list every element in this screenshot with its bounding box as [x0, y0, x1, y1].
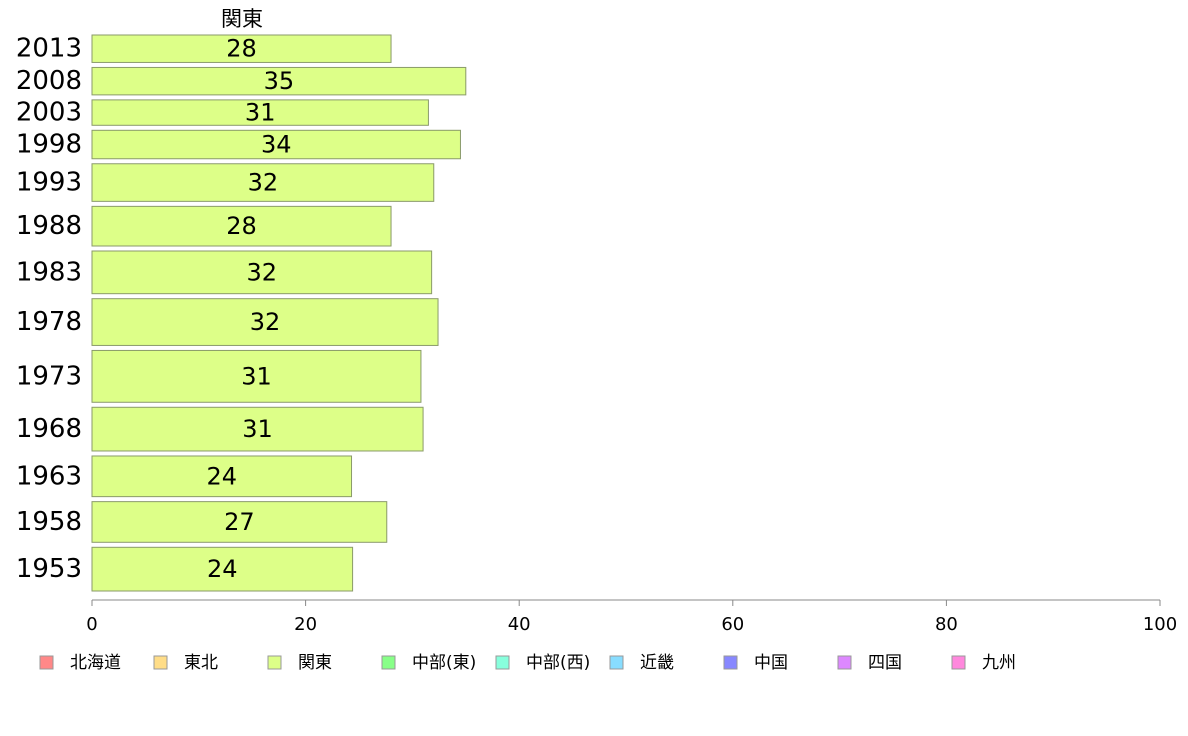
bar: [91, 163, 435, 202]
legend: 北海道 東北 関東 中部(東) 中部(西) 近畿 中国 四国 九州: [39, 653, 1016, 673]
category-label: 1958: [16, 507, 82, 537]
legend-label: 東北: [184, 653, 218, 673]
data-label: 28: [226, 212, 257, 240]
bar-group: 2013 28 2008 35 2003 31 1998 34 1993 32 1988 28 1983…: [16, 34, 467, 592]
category-label: 1998: [16, 130, 82, 160]
bar: [91, 66, 467, 96]
data-label: 27: [224, 508, 255, 536]
data-label: 24: [207, 555, 238, 583]
series-title: 関東: [221, 7, 263, 31]
legend-swatch: [951, 655, 966, 670]
x-tick-label: 60: [721, 614, 744, 635]
data-label: 31: [245, 99, 276, 127]
category-label: 1953: [16, 554, 82, 584]
category-label: 1963: [16, 461, 82, 491]
category-label: 1973: [16, 361, 82, 391]
category-label: 1993: [16, 168, 82, 198]
x-tick-label: 0: [86, 614, 97, 635]
x-axis: 0 20 40 60 80 100: [86, 599, 1177, 635]
bar: [91, 349, 422, 403]
category-label: 1968: [16, 414, 82, 444]
bar: [91, 99, 429, 126]
bar: [91, 501, 388, 543]
legend-label: 中国: [754, 653, 788, 673]
data-label: 24: [206, 462, 237, 490]
category-label: 2013: [16, 34, 82, 64]
data-label: 28: [226, 35, 257, 63]
x-tick-label: 100: [1143, 614, 1177, 635]
bar: [91, 406, 424, 452]
data-label: 34: [261, 131, 292, 159]
legend-swatch: [153, 655, 168, 670]
bar: [91, 298, 439, 346]
legend-label: 九州: [982, 653, 1016, 673]
legend-swatch: [267, 655, 282, 670]
data-label: 31: [241, 362, 272, 390]
bar: [91, 205, 392, 247]
legend-label: 近畿: [640, 653, 674, 673]
data-label: 32: [250, 308, 281, 336]
category-label: 2008: [16, 66, 82, 96]
data-label: 35: [264, 67, 295, 95]
legend-label: 北海道: [70, 653, 121, 673]
legend-label: 中部(西): [526, 653, 590, 673]
legend-swatch: [723, 655, 738, 670]
data-label: 32: [248, 169, 279, 197]
legend-swatch: [381, 655, 396, 670]
category-label: 1983: [16, 257, 82, 287]
data-label: 32: [247, 258, 278, 286]
category-label: 1988: [16, 211, 82, 241]
legend-label: 中部(東): [412, 653, 476, 673]
category-label: 2003: [16, 98, 82, 128]
data-label: 31: [242, 415, 273, 443]
x-tick-label: 80: [935, 614, 958, 635]
legend-swatch: [495, 655, 510, 670]
x-tick-label: 40: [508, 614, 531, 635]
legend-label: 四国: [868, 653, 902, 673]
legend-label: 関東: [298, 653, 332, 673]
legend-swatch: [39, 655, 54, 670]
bar: [91, 250, 433, 295]
x-tick-label: 20: [294, 614, 317, 635]
legend-swatch: [609, 655, 624, 670]
bar: [91, 129, 461, 160]
bar: [91, 34, 392, 63]
bar: [91, 455, 353, 498]
category-label: 1978: [16, 307, 82, 337]
legend-swatch: [837, 655, 852, 670]
bar: [91, 546, 354, 592]
